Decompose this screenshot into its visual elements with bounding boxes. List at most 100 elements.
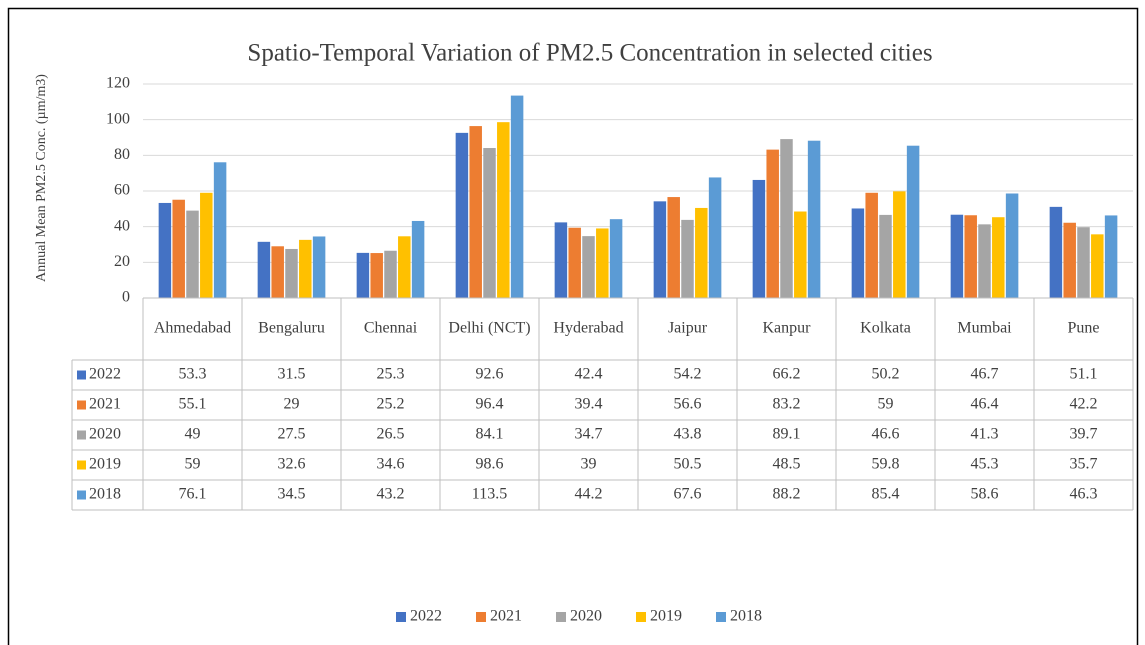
bar bbox=[257, 241, 271, 298]
legend-key bbox=[77, 400, 86, 410]
bar bbox=[906, 145, 920, 298]
bar bbox=[1049, 206, 1063, 298]
x-tick-label: Hyderabad bbox=[553, 320, 623, 337]
bar bbox=[695, 207, 708, 298]
table-cell: 46.4 bbox=[971, 396, 999, 413]
table-cell: 27.5 bbox=[278, 426, 306, 443]
table-cell: 48.5 bbox=[773, 456, 801, 473]
bar bbox=[356, 252, 370, 298]
bar bbox=[582, 236, 595, 298]
y-tick-label: 60 bbox=[114, 182, 130, 199]
bar bbox=[455, 132, 469, 298]
bar bbox=[213, 162, 227, 298]
bar bbox=[609, 219, 623, 298]
table-cell: 58.6 bbox=[971, 486, 999, 503]
bar bbox=[865, 192, 878, 298]
x-tick-label: Kolkata bbox=[860, 320, 911, 337]
table-cell: 29 bbox=[284, 396, 300, 413]
chart-border bbox=[7, 7, 1139, 645]
table-cell: 25.2 bbox=[377, 396, 405, 413]
table-cell: 56.6 bbox=[674, 396, 702, 413]
bar bbox=[568, 227, 581, 298]
table-cell: 88.2 bbox=[773, 486, 801, 503]
y-tick-label: 80 bbox=[114, 146, 130, 163]
bar bbox=[158, 202, 172, 298]
table-cell: 85.4 bbox=[872, 486, 900, 503]
table-row-header: 2021 bbox=[89, 396, 121, 413]
bar bbox=[510, 95, 524, 298]
bar bbox=[964, 215, 977, 298]
table-cell: 67.6 bbox=[674, 486, 702, 503]
bar bbox=[653, 201, 667, 298]
legend-label: 2020 bbox=[570, 608, 602, 625]
table-row-header: 2022 bbox=[89, 366, 121, 383]
table-cell: 43.2 bbox=[377, 486, 405, 503]
table-cell: 59 bbox=[185, 456, 201, 473]
table-cell: 83.2 bbox=[773, 396, 801, 413]
bar bbox=[200, 192, 213, 298]
table-cell: 98.6 bbox=[476, 456, 504, 473]
legend-key bbox=[77, 370, 86, 380]
bar bbox=[411, 220, 425, 298]
bar bbox=[1091, 234, 1104, 298]
table-cell: 46.6 bbox=[872, 426, 900, 443]
table-cell: 34.7 bbox=[575, 426, 603, 443]
bar bbox=[497, 122, 510, 298]
table-cell: 113.5 bbox=[472, 486, 507, 503]
table-cell: 45.3 bbox=[971, 456, 999, 473]
bar bbox=[766, 149, 779, 298]
bar bbox=[271, 246, 284, 298]
table-cell: 25.3 bbox=[377, 366, 405, 383]
x-tick-label: Bengaluru bbox=[258, 320, 325, 337]
bar bbox=[708, 177, 722, 298]
table-cell: 54.2 bbox=[674, 366, 702, 383]
bar bbox=[172, 199, 185, 298]
table-cell: 43.8 bbox=[674, 426, 702, 443]
bar bbox=[851, 208, 865, 298]
bar bbox=[299, 239, 312, 298]
table-cell: 41.3 bbox=[971, 426, 999, 443]
table-cell: 55.1 bbox=[179, 396, 207, 413]
bar bbox=[780, 139, 793, 298]
x-tick-label: Ahmedabad bbox=[154, 320, 231, 337]
bar bbox=[398, 236, 411, 298]
bar bbox=[469, 126, 482, 298]
table-cell: 32.6 bbox=[278, 456, 306, 473]
bar bbox=[370, 253, 383, 298]
legend-swatch bbox=[396, 612, 406, 622]
table-cell: 84.1 bbox=[476, 426, 504, 443]
legend-label: 2018 bbox=[730, 608, 762, 625]
table-cell: 44.2 bbox=[575, 486, 603, 503]
bar bbox=[312, 236, 326, 298]
bar bbox=[1005, 193, 1019, 298]
bar bbox=[752, 179, 766, 298]
legend-label: 2022 bbox=[410, 608, 442, 625]
table-cell: 89.1 bbox=[773, 426, 801, 443]
table-cell: 39 bbox=[581, 456, 597, 473]
legend-label: 2021 bbox=[490, 608, 522, 625]
bar bbox=[186, 210, 199, 298]
x-tick-label: Delhi (NCT) bbox=[448, 320, 530, 337]
legend-key bbox=[77, 460, 86, 470]
x-tick-label: Jaipur bbox=[668, 320, 708, 337]
y-axis-label: Annual Mean PM2.5 Conc. (µm/m3) bbox=[34, 74, 49, 282]
table-cell: 35.7 bbox=[1070, 456, 1098, 473]
table-cell: 49 bbox=[185, 426, 201, 443]
bar bbox=[978, 224, 991, 298]
table-cell: 53.3 bbox=[179, 366, 207, 383]
legend-swatch bbox=[556, 612, 566, 622]
table-cell: 39.7 bbox=[1070, 426, 1098, 443]
bar bbox=[950, 214, 964, 298]
bar bbox=[1063, 222, 1076, 298]
table-cell: 50.5 bbox=[674, 456, 702, 473]
table-cell: 34.6 bbox=[377, 456, 405, 473]
bar bbox=[1077, 227, 1090, 298]
bar bbox=[681, 219, 694, 298]
bar bbox=[285, 248, 298, 298]
table-cell: 76.1 bbox=[179, 486, 207, 503]
table-cell: 26.5 bbox=[377, 426, 405, 443]
table-row-header: 2019 bbox=[89, 456, 121, 473]
table-cell: 46.3 bbox=[1070, 486, 1098, 503]
table-row-header: 2018 bbox=[89, 486, 121, 503]
